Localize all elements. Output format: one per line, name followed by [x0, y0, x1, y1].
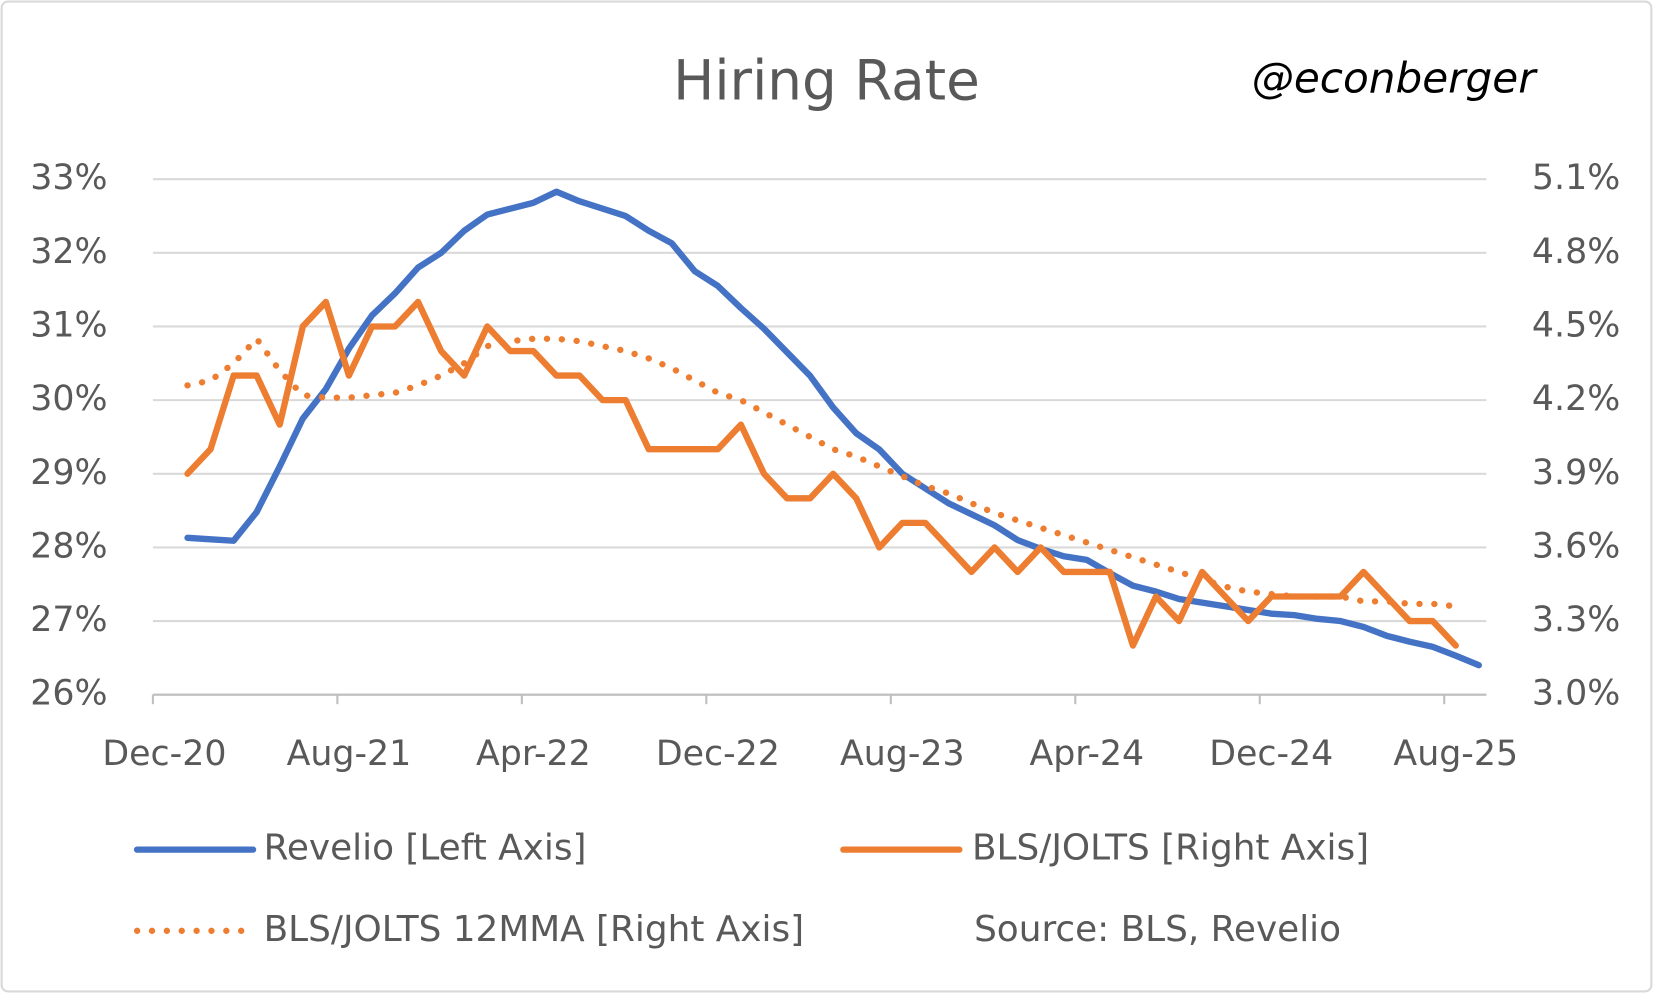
series-line	[184, 188, 1482, 669]
y-tick-label: 27%	[30, 600, 107, 640]
x-tick-label: Dec-22	[656, 734, 780, 774]
legend-label: BLS/JOLTS 12MMA [Right Axis]	[264, 909, 805, 950]
y-tick-label: 29%	[30, 453, 107, 493]
y2-tick-label: 5.1%	[1532, 158, 1620, 198]
y-tick-label: 31%	[30, 305, 107, 345]
y2-tick-label: 3.0%	[1532, 674, 1620, 714]
y-tick-label: 33%	[30, 158, 107, 198]
x-tick-label: Dec-24	[1209, 734, 1333, 774]
source-note: Source: BLS, Revelio	[974, 909, 1341, 950]
y-tick-label: 30%	[30, 379, 107, 419]
y2-tick-label: 4.2%	[1532, 379, 1620, 419]
x-tick-label: Apr-22	[476, 734, 591, 774]
y2-tick-label: 3.6%	[1532, 526, 1620, 566]
x-tick-label: Aug-25	[1393, 734, 1518, 774]
legend-label: BLS/JOLTS [Right Axis]	[972, 828, 1369, 869]
legend-label: Revelio [Left Axis]	[264, 828, 587, 869]
y2-tick-label: 3.3%	[1532, 600, 1620, 640]
x-tick-label: Aug-23	[840, 734, 965, 774]
watermark: @econberger	[1252, 54, 1539, 103]
y2-tick-label: 3.9%	[1532, 453, 1620, 493]
y-tick-label: 26%	[30, 674, 107, 714]
x-tick-label: Dec-20	[102, 734, 226, 774]
x-tick-label: Apr-24	[1029, 734, 1144, 774]
y2-tick-label: 4.8%	[1532, 232, 1620, 272]
y2-tick-label: 4.5%	[1532, 305, 1620, 345]
chart-title: Hiring Rate	[673, 48, 980, 112]
x-tick-label: Aug-21	[287, 734, 412, 774]
series-line	[184, 298, 1459, 649]
y-tick-label: 28%	[30, 526, 107, 566]
series-line	[184, 335, 1459, 610]
y-tick-label: 32%	[30, 232, 107, 272]
